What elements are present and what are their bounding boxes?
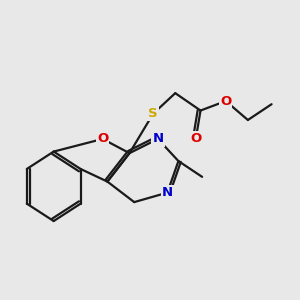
Text: N: N: [152, 132, 164, 146]
Text: O: O: [190, 132, 201, 146]
Text: N: N: [162, 186, 173, 199]
Text: S: S: [148, 107, 158, 120]
Text: O: O: [97, 132, 108, 146]
Text: O: O: [220, 94, 231, 108]
